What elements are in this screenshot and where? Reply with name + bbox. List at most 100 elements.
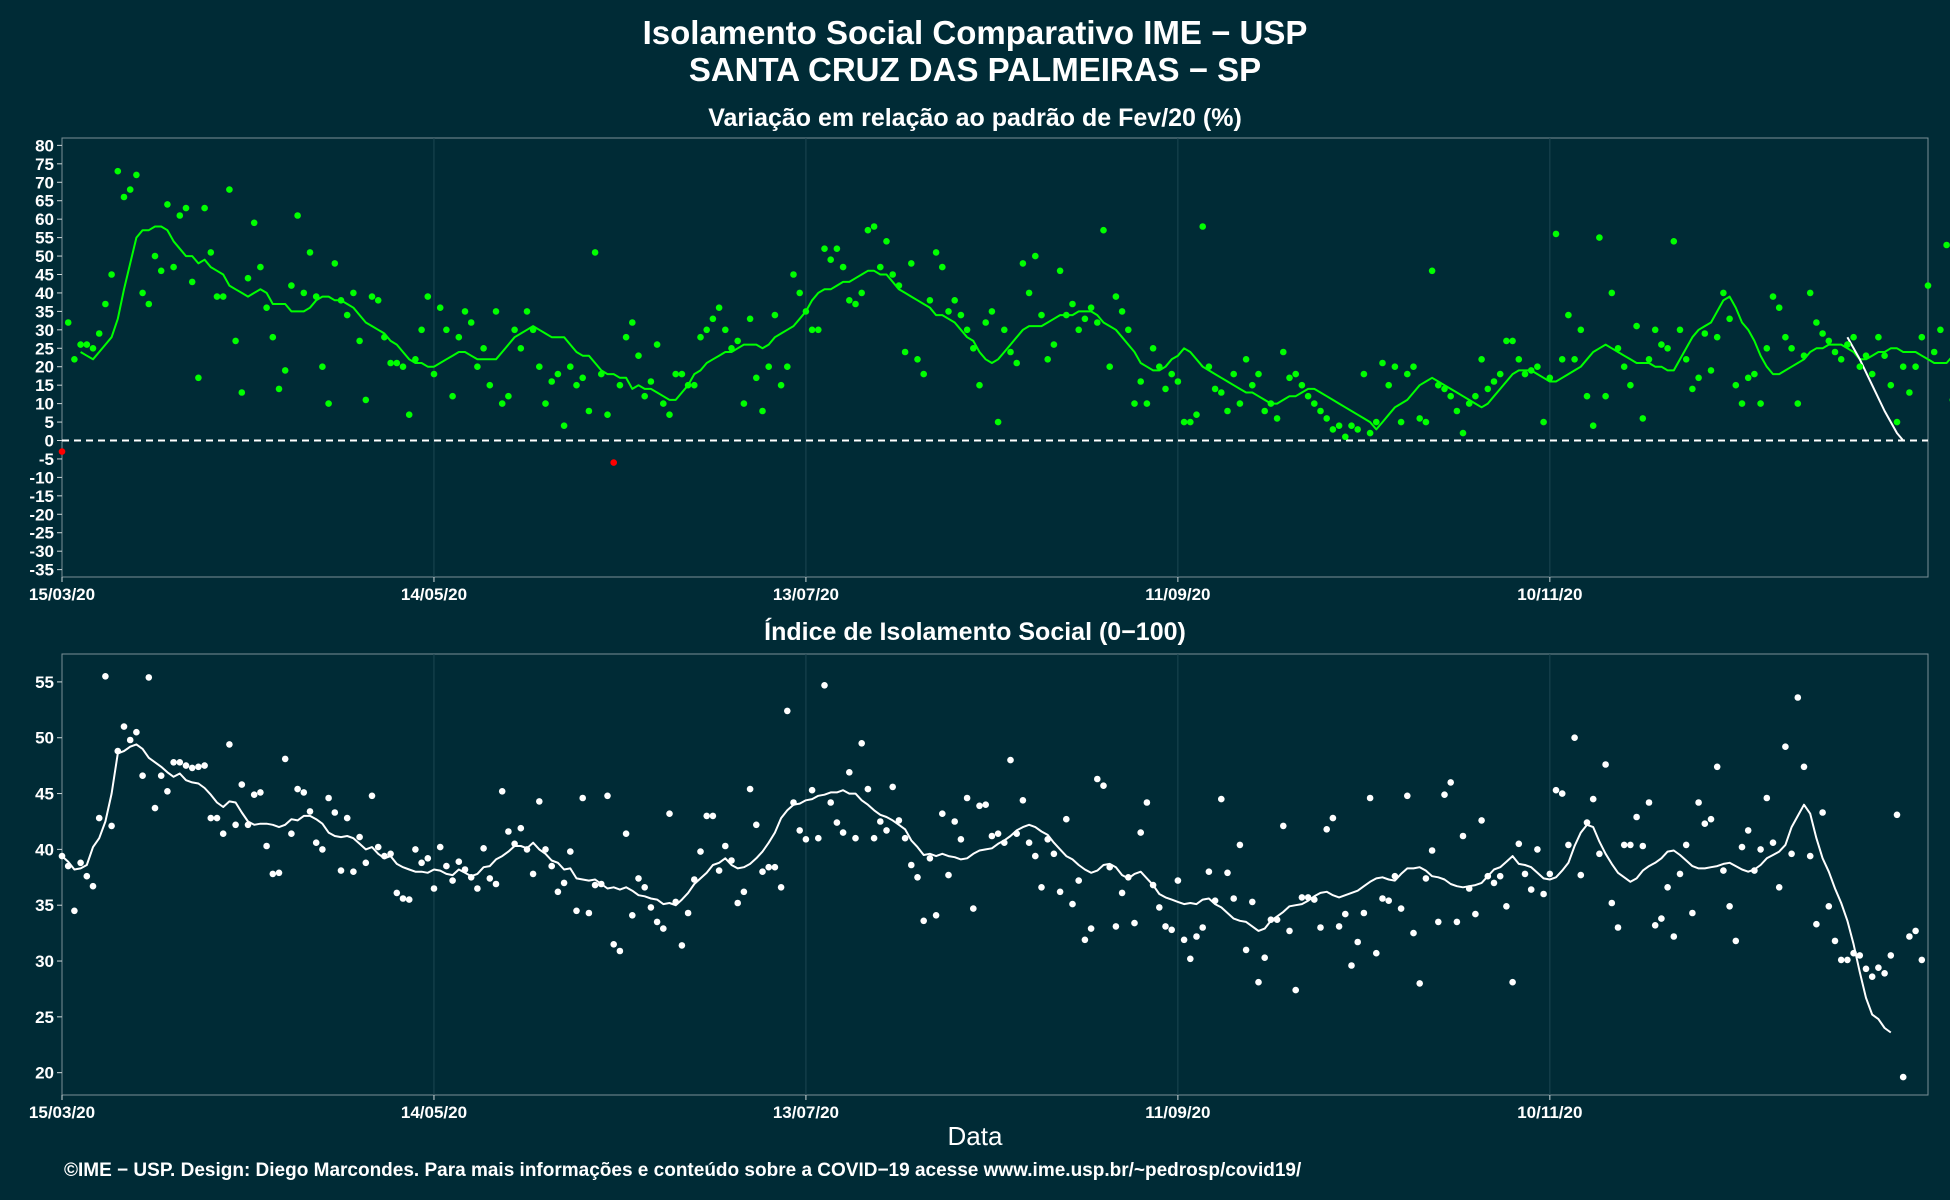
data-point [1063, 815, 1070, 823]
data-point [1162, 385, 1169, 393]
data-point [1800, 352, 1808, 360]
data-point [523, 846, 531, 853]
data-point [1695, 799, 1702, 806]
data-point [102, 673, 109, 680]
data-point [1230, 370, 1237, 378]
y-tick-label: 80 [35, 136, 54, 155]
data-point [1620, 841, 1628, 849]
data-point [1137, 829, 1144, 836]
data-point [1249, 898, 1256, 906]
y-tick-label: -25 [29, 524, 54, 543]
data-point [622, 830, 630, 837]
data-point [455, 858, 463, 865]
data-point [1614, 345, 1622, 352]
data-point [151, 252, 159, 260]
data-point [1255, 370, 1262, 378]
data-point [461, 866, 469, 873]
data-point [1602, 392, 1609, 400]
data-point [784, 363, 791, 371]
data-point [1645, 356, 1653, 363]
data-point [1360, 909, 1368, 917]
data-point [325, 794, 332, 802]
data-point [1782, 743, 1789, 750]
data-point [1174, 378, 1182, 385]
data-point [195, 374, 202, 382]
data-point [1726, 903, 1733, 910]
data-point [1906, 933, 1913, 940]
data-point [1918, 956, 1926, 964]
data-point [1354, 426, 1361, 433]
data-point [1465, 400, 1473, 407]
data-point [1608, 289, 1616, 297]
y-tick-label: 55 [35, 229, 54, 248]
data-point [1571, 356, 1578, 363]
data-point [883, 827, 890, 834]
data-point [1881, 970, 1888, 977]
data-point [157, 772, 165, 779]
data-point [1639, 415, 1647, 422]
data-point [139, 772, 146, 779]
data-point [970, 345, 977, 352]
x-tick-label: 10/11/20 [1517, 1103, 1582, 1122]
data-point [486, 875, 494, 882]
data-point [443, 326, 450, 334]
y-tick-label: 35 [35, 896, 54, 915]
data-point [1112, 923, 1120, 930]
data-point [1769, 293, 1777, 300]
data-point [908, 260, 915, 267]
data-point [1720, 867, 1727, 874]
data-point [1112, 293, 1120, 300]
y-tick-label: 25 [35, 339, 54, 358]
x-tick-label: 13/07/20 [773, 1103, 839, 1122]
data-point [1422, 875, 1430, 882]
data-point [1813, 319, 1820, 326]
y-tick-label: 35 [35, 302, 54, 321]
data-point [1813, 920, 1820, 928]
data-point [1094, 319, 1101, 326]
data-point [1156, 363, 1163, 371]
data-point [963, 794, 971, 802]
data-point [1441, 791, 1448, 798]
data-point [405, 896, 413, 903]
data-point [672, 898, 679, 906]
data-point [337, 297, 345, 304]
data-point [709, 812, 717, 820]
data-point [412, 846, 419, 853]
data-point [746, 315, 754, 323]
data-point [1249, 381, 1256, 389]
data-point [1856, 363, 1864, 371]
data-point [821, 245, 828, 252]
data-point [635, 875, 642, 882]
data-point [660, 400, 667, 407]
data-point [982, 319, 989, 326]
data-point [219, 830, 227, 837]
data-point [120, 193, 128, 201]
data-point [920, 370, 927, 378]
data-point [133, 728, 140, 736]
y-tick-label: -35 [29, 561, 54, 580]
data-point [387, 850, 394, 858]
data-point [188, 764, 196, 772]
data-point [678, 370, 686, 378]
data-point [474, 885, 481, 892]
x-tick-label: 14/05/20 [401, 585, 467, 604]
data-point [870, 834, 878, 842]
data-point [957, 311, 965, 319]
data-point [1118, 889, 1126, 897]
data-point [58, 852, 66, 860]
data-point [746, 785, 754, 793]
data-point [1261, 407, 1268, 415]
data-point [722, 842, 729, 850]
data-point [1614, 924, 1622, 931]
y-tick-label: 45 [35, 785, 54, 804]
data-point [802, 836, 810, 843]
data-point [257, 789, 264, 796]
data-point [89, 882, 97, 890]
data-point [1757, 400, 1764, 407]
data-point [145, 300, 153, 308]
data-point [1837, 356, 1845, 363]
data-point [1162, 923, 1169, 930]
data-point [1001, 326, 1008, 334]
data-point [133, 171, 140, 179]
data-point [846, 297, 853, 304]
